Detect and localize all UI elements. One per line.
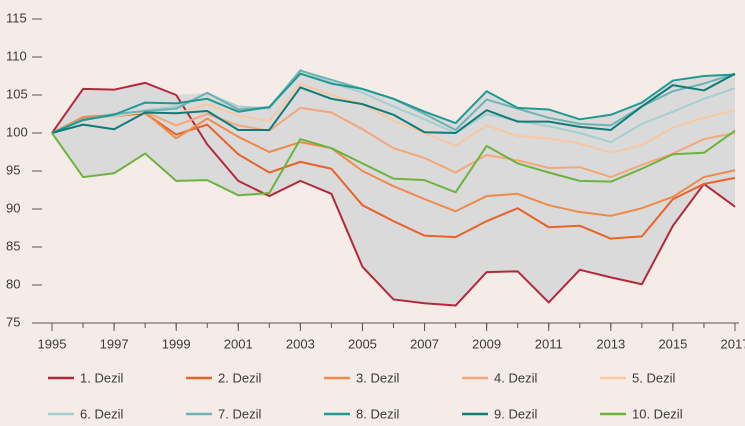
series-line	[51, 106, 736, 179]
legend-label: 5. Dezil	[632, 370, 675, 385]
series-line	[51, 81, 736, 307]
legend-label: 2. Dezil	[218, 370, 261, 385]
legend-label: 10. Dezil	[632, 406, 683, 421]
x-tick-label: 1999	[162, 336, 191, 351]
series-line	[51, 129, 736, 197]
legend-label: 3. Dezil	[356, 370, 399, 385]
x-tick-label: 2003	[286, 336, 315, 351]
series-line	[51, 72, 736, 134]
x-tick-label: 2001	[224, 336, 253, 351]
y-tick-label: 90	[6, 200, 20, 215]
legend-label: 7. Dezil	[218, 406, 261, 421]
y-tick-label: 105	[6, 86, 28, 101]
legend-label: 9. Dezil	[494, 406, 537, 421]
y-tick-label: 85	[6, 238, 20, 253]
x-tick-label: 1997	[100, 336, 129, 351]
x-tick-label: 2007	[410, 336, 439, 351]
y-tick-label: 75	[6, 314, 20, 329]
series-line	[51, 111, 736, 217]
y-tick-label: 100	[6, 124, 28, 139]
y-tick-label: 80	[6, 276, 20, 291]
x-tick-label: 2013	[596, 336, 625, 351]
y-tick-label: 95	[6, 162, 20, 177]
legend-label: 6. Dezil	[80, 406, 123, 421]
series-line	[51, 72, 736, 134]
legend-label: 4. Dezil	[494, 370, 537, 385]
x-tick-label: 1995	[38, 336, 67, 351]
x-tick-label: 2011	[535, 336, 563, 351]
x-tick-label: 2005	[348, 336, 377, 351]
series-line	[51, 68, 736, 144]
legend-label: 8. Dezil	[356, 406, 399, 421]
x-tick-label: 2015	[658, 336, 687, 351]
x-tick-label: 2009	[472, 336, 501, 351]
y-tick-label: 110	[6, 48, 27, 63]
x-tick-label: 2017	[721, 336, 745, 351]
series-line	[51, 112, 736, 240]
legend-label: 1. Dezil	[80, 370, 123, 385]
y-tick-label: 115	[6, 10, 27, 25]
